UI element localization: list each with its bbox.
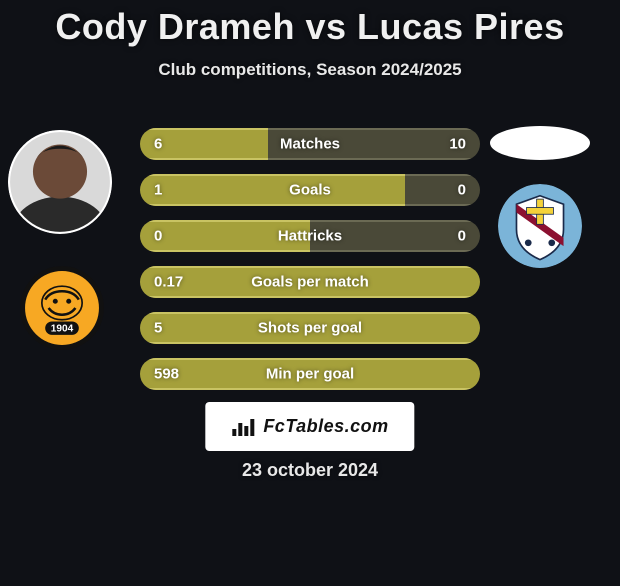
stat-bar-left xyxy=(140,266,480,298)
stat-row: Goals per match0.17 xyxy=(140,266,480,298)
stat-row: Shots per goal5 xyxy=(140,312,480,344)
stat-bar-right xyxy=(310,220,480,252)
stats-comparison: Matches610 Goals10 Hattricks00 Goals per ma… xyxy=(140,128,480,404)
brand-text: FcTables.com xyxy=(263,416,388,437)
svg-text:1904: 1904 xyxy=(51,324,74,335)
stat-bar-left xyxy=(140,174,405,206)
date-text: 23 october 2024 xyxy=(242,460,378,481)
stat-bar-left xyxy=(140,312,480,344)
stat-bar-right xyxy=(268,128,481,160)
stat-bar-right xyxy=(405,174,480,206)
player-left-avatar xyxy=(8,130,112,234)
stat-bar-left xyxy=(140,128,268,160)
stat-row: Min per goal598 xyxy=(140,358,480,390)
stat-row: Hattricks00 xyxy=(140,220,480,252)
brand-badge: FcTables.com xyxy=(205,402,414,451)
club-left-crest: 1904 xyxy=(20,266,104,350)
subtitle: Club competitions, Season 2024/2025 xyxy=(0,60,620,80)
stat-bar-left xyxy=(140,358,480,390)
stat-row: Goals10 xyxy=(140,174,480,206)
brand-icon xyxy=(231,417,255,437)
stat-bar-left xyxy=(140,220,310,252)
club-right-crest xyxy=(498,184,582,268)
page-title: Cody Drameh vs Lucas Pires xyxy=(0,6,620,48)
player-right-placeholder xyxy=(490,126,590,160)
stat-row: Matches610 xyxy=(140,128,480,160)
